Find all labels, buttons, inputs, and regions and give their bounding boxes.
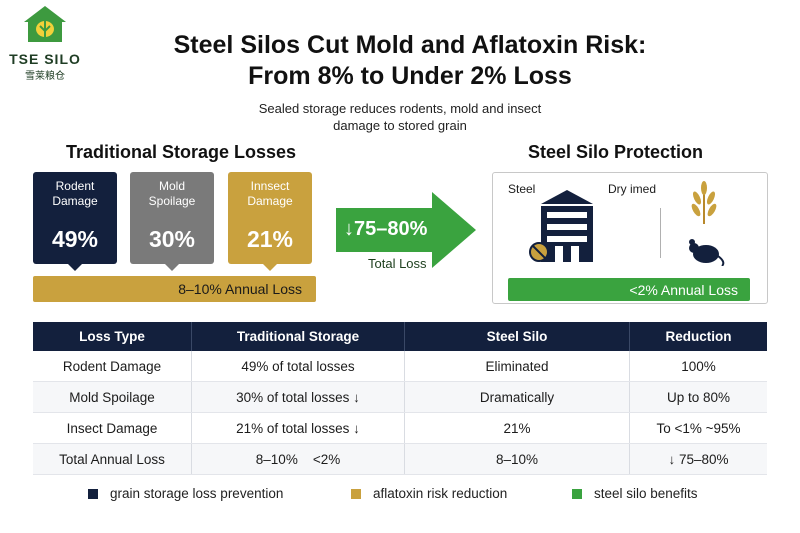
table-row: Insect Damage 21% of total losses ↓ 21% …	[33, 412, 767, 444]
traditional-annual-loss: 8–10% Annual Loss	[178, 281, 302, 297]
table-cell: 100%	[629, 351, 767, 382]
table-header-row: Loss Type Traditional Storage Steel Silo…	[33, 322, 767, 351]
title-line-2: From 8% to Under 2% Loss	[248, 62, 572, 90]
header-reduction: Reduction	[629, 322, 767, 351]
label-dry: Dry imed	[608, 182, 657, 196]
label-steel: Steel	[508, 182, 536, 196]
table-cell: Mold Spoilage	[33, 381, 192, 413]
loss-comparison-table: Loss Type Traditional Storage Steel Silo…	[33, 322, 767, 475]
table-cell: Dramatically	[404, 381, 630, 413]
house-leaf-icon	[24, 6, 66, 42]
legend-item-aflatoxin: aflatoxin risk reduction	[351, 486, 507, 501]
panel-divider	[660, 208, 661, 258]
subtitle-line-1: Sealed storage reduces rodents, mold and…	[258, 101, 542, 116]
table-cell: 49% of total losses	[191, 351, 405, 382]
subtitle-line-2: damage to stored grain	[333, 118, 467, 133]
legend-swatch	[351, 489, 361, 499]
card-value: 21%	[246, 226, 294, 252]
card-rodent-damage: Rodent Damage 49%	[33, 172, 117, 271]
table-cell: To <1% ~95%	[629, 412, 767, 444]
page-title: Steel Silos Cut Mold and Aflatoxin Risk:…	[90, 30, 730, 92]
table-cell: Insect Damage	[33, 412, 192, 444]
card-mold-spoilage: Mold Spoilage 30%	[130, 172, 214, 271]
page-subtitle: Sealed storage reduces rodents, mold and…	[200, 100, 600, 134]
steel-section-title: Steel Silo Protection	[528, 142, 704, 162]
table-cell: Eliminated	[404, 351, 630, 382]
card-value: 49%	[51, 226, 99, 252]
arrow-value: ↓75–80%	[344, 218, 428, 240]
table-cell: 8–10% <2%	[191, 443, 405, 475]
reduction-arrow-icon	[336, 192, 476, 268]
card-value: 30%	[148, 226, 196, 252]
card-label: Rodent Damage	[52, 179, 98, 208]
arrow-label: Total Loss	[368, 256, 427, 271]
table-row: Total Annual Loss 8–10% <2% 8–10% ↓ 75–8…	[33, 443, 767, 475]
header-traditional: Traditional Storage	[191, 322, 405, 351]
table-cell: 21% of total losses ↓	[191, 412, 405, 444]
card-label: Mold Spoilage	[148, 179, 196, 208]
steel-annual-loss-bar: <2% Annual Loss	[508, 278, 750, 301]
table-cell: ↓ 75–80%	[629, 443, 767, 475]
logo: TSE SILO 雪莱粮仓	[8, 4, 82, 82]
card-insect-damage: Innsect Damage 21%	[228, 172, 312, 271]
title-line-1: Steel Silos Cut Mold and Aflatoxin Risk:	[173, 31, 647, 59]
header-steel-silo: Steel Silo	[404, 322, 630, 351]
card-label: Innsect Damage	[247, 179, 293, 208]
traditional-annual-loss-bar: 8–10% Annual Loss	[33, 276, 316, 302]
logo-brand: TSE SILO	[9, 51, 81, 67]
table-row: Mold Spoilage 30% of total losses ↓ Dram…	[33, 381, 767, 413]
table-cell: Rodent Damage	[33, 351, 192, 382]
table-cell: 8–10%	[404, 443, 630, 475]
legend-swatch	[88, 489, 98, 499]
table-cell: 30% of total losses ↓	[191, 381, 405, 413]
header-loss-type: Loss Type	[33, 322, 192, 351]
table-row: Rodent Damage 49% of total losses Elimin…	[33, 351, 767, 382]
logo-chinese: 雪莱粮仓	[25, 71, 65, 82]
grain-icon	[691, 181, 717, 224]
table-cell: 21%	[404, 412, 630, 444]
rodent-icon	[689, 239, 725, 266]
table-cell: Total Annual Loss	[33, 443, 192, 475]
legend-item-steel-benefits: steel silo benefits	[572, 486, 698, 501]
traditional-section-title: Traditional Storage Losses	[66, 142, 297, 162]
legend-item-loss-prevention: grain storage loss prevention	[88, 486, 283, 501]
legend-swatch	[572, 489, 582, 499]
table-cell: Up to 80%	[629, 381, 767, 413]
steel-annual-loss: <2% Annual Loss	[629, 282, 738, 298]
steel-silo-icon	[529, 190, 593, 262]
